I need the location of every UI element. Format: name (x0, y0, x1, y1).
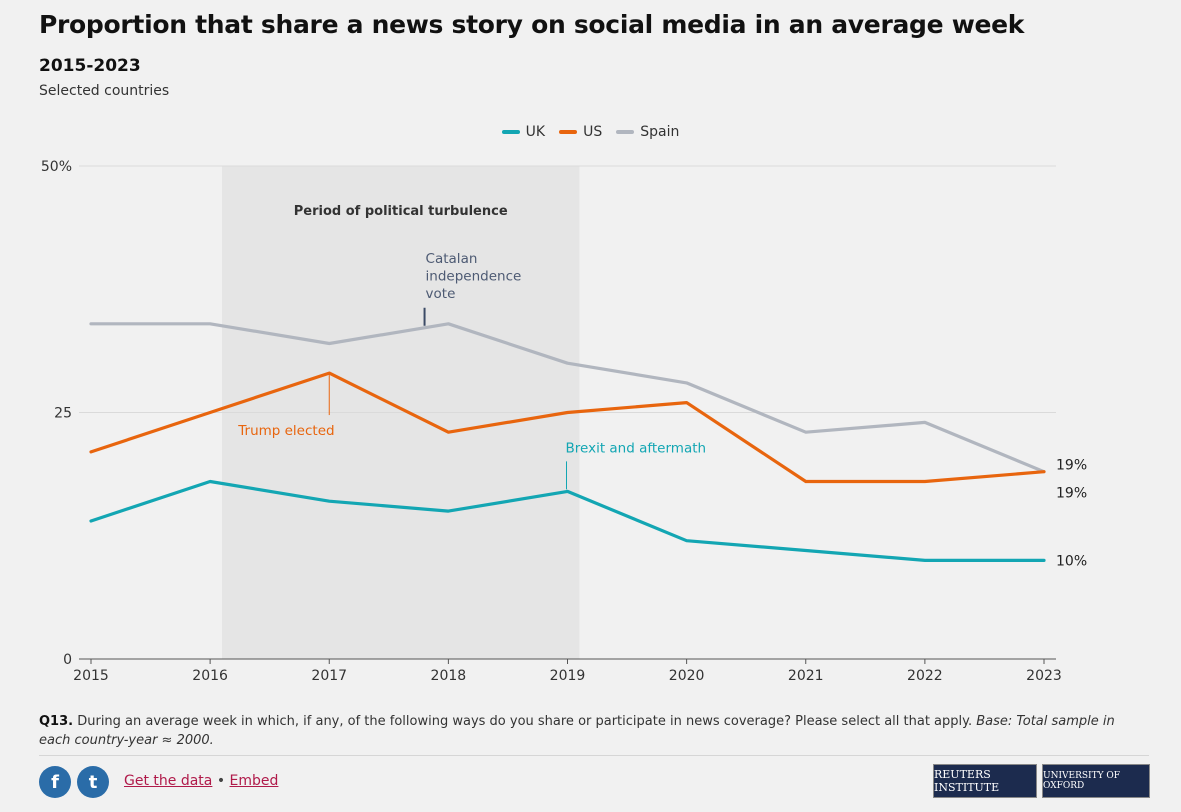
chart-subtitle: 2015-2023 (39, 56, 141, 76)
series-line-us (89, 371, 1046, 484)
annotation-catalan-line: vote (426, 286, 456, 302)
facebook-icon: f (51, 771, 59, 793)
legend-swatch-us (559, 130, 578, 134)
footnote-text: During an average week in which, if any,… (73, 714, 977, 729)
legend: UK US Spain (0, 124, 1181, 140)
end-label-spain: 19% (1056, 458, 1087, 474)
facebook-share-button[interactable]: f (39, 766, 71, 798)
x-tick-label: 2023 (1026, 668, 1062, 684)
y-tick-label: 0 (63, 652, 72, 668)
footnote-base: Base: Total sample in each country-year … (39, 714, 1115, 748)
end-label-us: 19% (1056, 486, 1087, 502)
footer-links: Get the data • Embed (124, 773, 278, 789)
x-tick-label: 2022 (907, 668, 943, 684)
reuters-institute-logo[interactable]: REUTERS INSTITUTE (933, 764, 1037, 798)
annotation-brexit: Brexit and aftermath (566, 440, 707, 456)
line-chart: Period of political turbulence 0 25 50% 2015… (41, 159, 1087, 684)
legend-item-us[interactable]: US (559, 124, 602, 140)
x-tick-label: 2016 (192, 668, 228, 684)
annotation-catalan-line: independence (426, 269, 522, 285)
x-tick-label: 2017 (311, 668, 347, 684)
legend-swatch-spain (616, 130, 635, 134)
legend-swatch-uk (501, 130, 520, 134)
y-tick-label: 50% (41, 159, 72, 175)
x-tick-label: 2018 (431, 668, 467, 684)
end-label-uk: 10% (1056, 553, 1087, 569)
series-line-spain (89, 322, 1046, 474)
annotation-trump-elected: Trump elected (237, 423, 334, 439)
legend-item-uk[interactable]: UK (501, 124, 546, 140)
chart-title: Proportion that share a news story on so… (39, 10, 1025, 39)
embed-link[interactable]: Embed (229, 773, 279, 789)
legend-label-uk: UK (525, 124, 546, 140)
x-tick-label: 2021 (788, 668, 824, 684)
x-tick-label: 2019 (550, 668, 586, 684)
reuters-logo-text: REUTERS INSTITUTE (934, 768, 1000, 794)
get-data-link[interactable]: Get the data (124, 773, 213, 789)
oxford-logo-text: UNIVERSITY OF OXFORD (1043, 771, 1121, 791)
link-separator: • (212, 773, 230, 789)
twitter-share-button[interactable]: t (77, 766, 109, 798)
annotation-catalan-line: Catalan (426, 251, 478, 267)
y-tick-label: 25 (54, 406, 72, 422)
legend-label-spain: Spain (640, 124, 680, 140)
chart-note: Selected countries (39, 83, 170, 99)
footnote: Q13. During an average week in which, if… (39, 712, 1139, 750)
legend-label-us: US (583, 124, 603, 140)
x-tick-label: 2015 (73, 668, 109, 684)
footnote-question: Q13. (39, 714, 74, 729)
x-tick-label: 2020 (669, 668, 705, 684)
legend-item-spain[interactable]: Spain (616, 124, 679, 140)
shaded-band-label: Period of political turbulence (294, 204, 508, 219)
series-line-uk (89, 479, 1046, 562)
twitter-icon: t (88, 771, 98, 793)
oxford-logo[interactable]: UNIVERSITY OF OXFORD (1042, 764, 1150, 798)
footer-divider (39, 755, 1149, 756)
